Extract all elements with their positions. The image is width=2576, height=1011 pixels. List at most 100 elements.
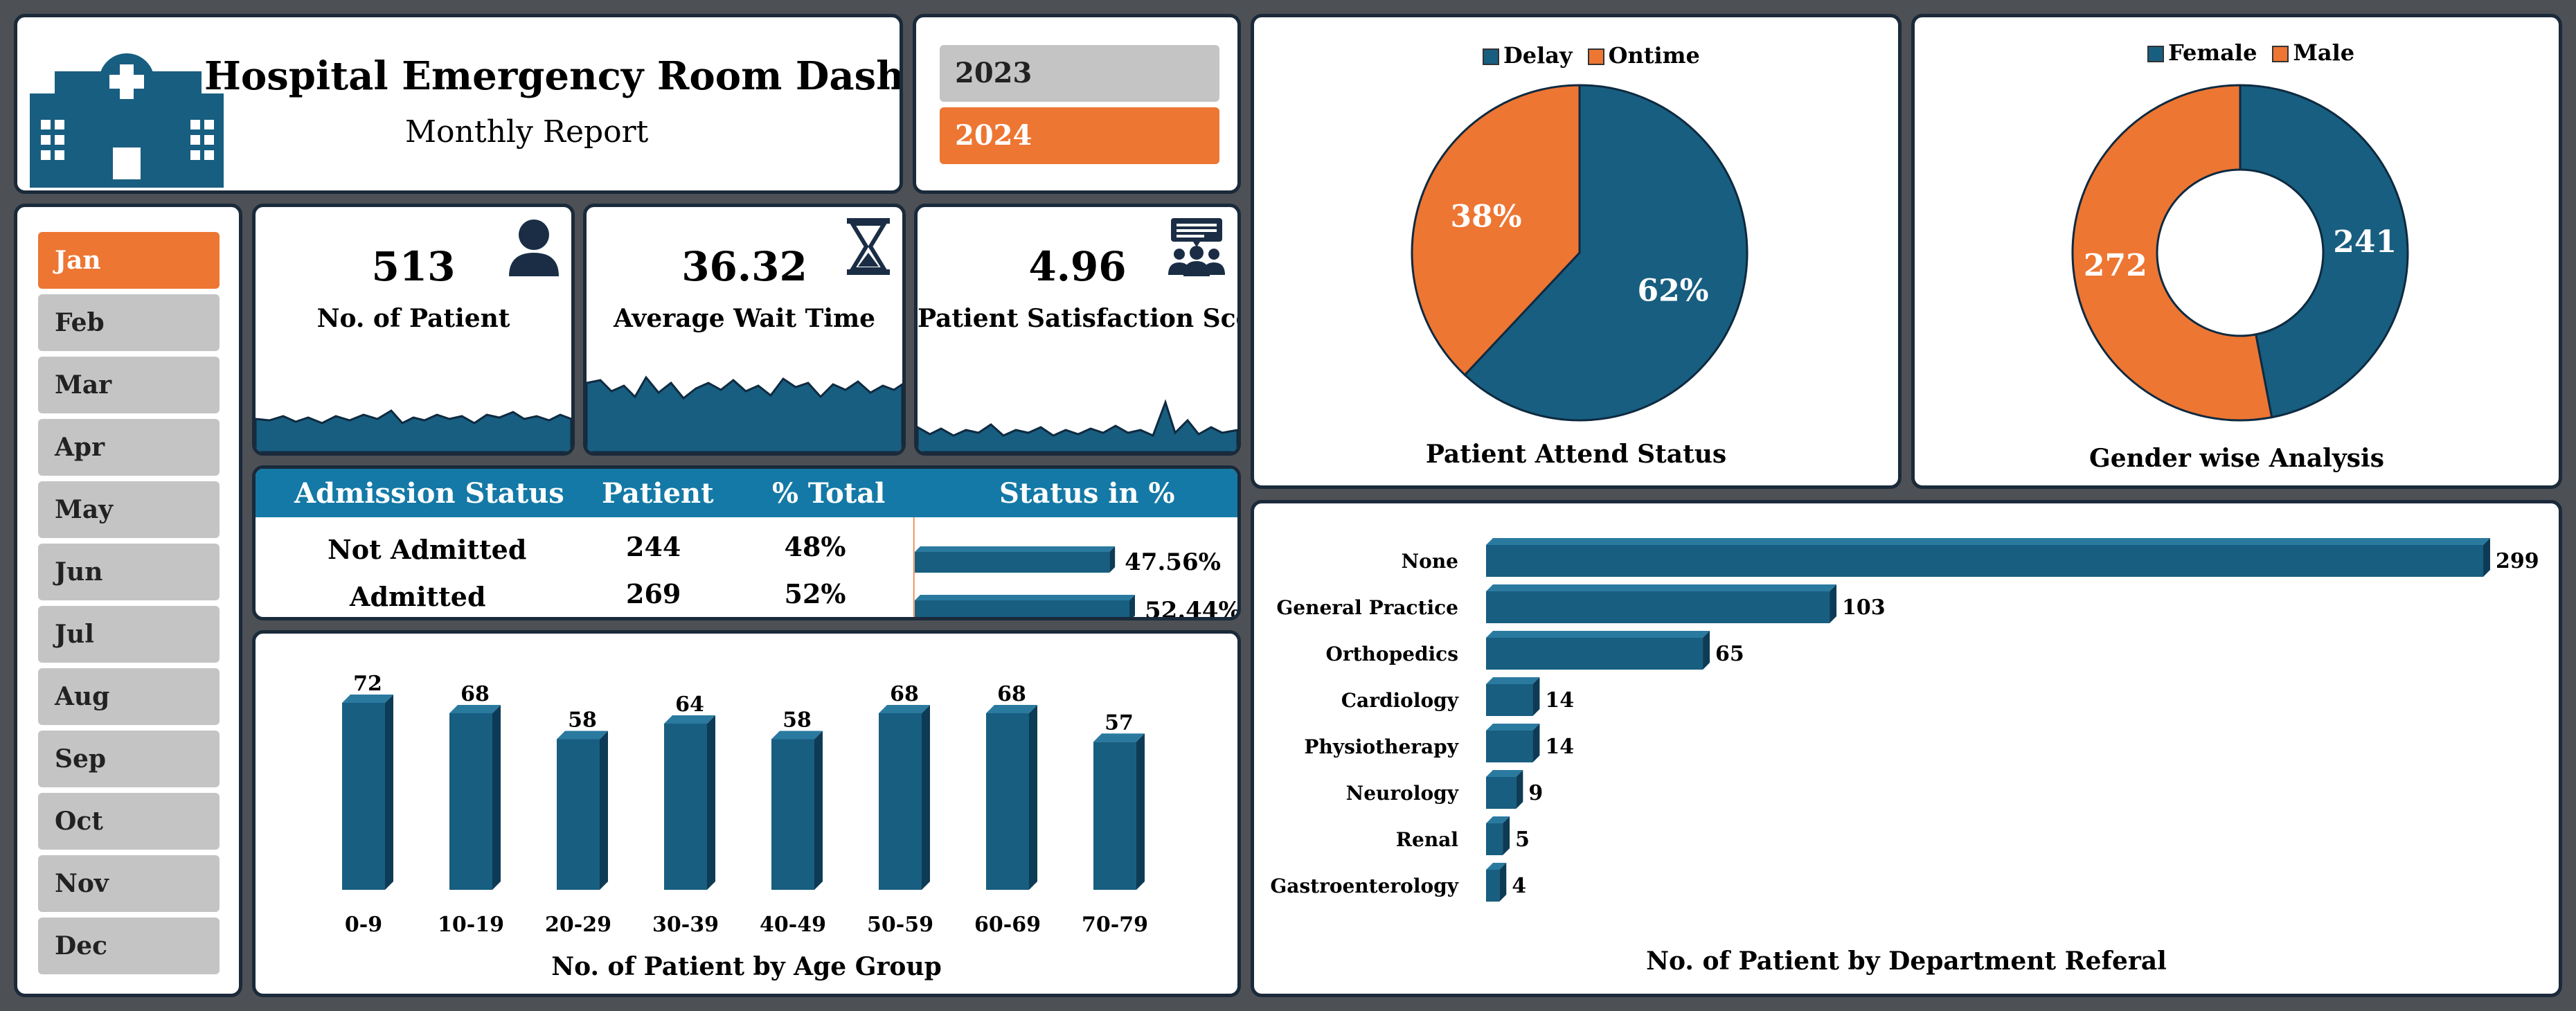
age-bar-10-19	[449, 705, 501, 890]
age-bar-value-label: 58	[782, 708, 812, 733]
gender-chart-caption: Gender wise Analysis	[2088, 444, 2384, 473]
age-bar-70-79	[1093, 733, 1145, 890]
age-category-label: 60-69	[974, 913, 1041, 937]
admission-header-patient: Patient	[602, 477, 714, 510]
kpi-card-wait-time: 36.32 Average Wait Time	[583, 204, 906, 456]
donut-slice-male	[2071, 84, 2273, 422]
age-category-label: 0-9	[345, 913, 382, 937]
age-group-bar-chart: 72 0-9 68 10-19 58 20-29 64 30-39 58 40-49 68 50-59…	[342, 672, 1148, 937]
hourglass-icon	[847, 218, 890, 275]
month-button-feb[interactable]: Feb	[38, 294, 220, 351]
dept-category-label: Physiotherapy	[1304, 735, 1458, 758]
legend-swatch-male	[2272, 46, 2289, 62]
feedback-group-icon	[1168, 218, 1225, 276]
dept-category-label: Renal	[1396, 828, 1458, 851]
dept-bar-value-label: 5	[1515, 827, 1530, 852]
month-button-sep[interactable]: Sep	[38, 731, 220, 787]
year-slicer: 2023 2024	[913, 14, 1241, 194]
dept-bar-value-label: 4	[1512, 874, 1526, 898]
age-bar-30-39	[664, 715, 715, 890]
dept-bar-value-label: 65	[1715, 642, 1744, 666]
legend-swatch-ontime	[1587, 48, 1604, 65]
pie-slice-ontime	[1411, 84, 1581, 377]
dept-category-label: None	[1402, 550, 1458, 573]
year-button-2024[interactable]: 2024	[940, 107, 1219, 164]
year-button-2023[interactable]: 2023	[940, 45, 1219, 102]
kpi-patients-label: No. of Patient	[316, 304, 510, 333]
month-button-apr[interactable]: Apr	[38, 419, 220, 476]
age-group-chart-panel: 72 0-9 68 10-19 58 20-29 64 30-39 58 40-49 68 50-59…	[252, 630, 1241, 997]
dept-category-label: Neurology	[1346, 782, 1459, 805]
status-bar-label: 47.56%	[1125, 548, 1221, 576]
dept-bar-orthopedics	[1486, 631, 1710, 670]
dept-category-label: Gastroenterology	[1270, 875, 1458, 897]
legend-swatch-delay	[1483, 48, 1499, 65]
dept-category-label: Cardiology	[1341, 689, 1459, 712]
age-bar-value-label: 68	[460, 682, 490, 706]
dept-bar-neurology	[1486, 770, 1523, 809]
dept-bar-general-practice	[1486, 584, 1837, 623]
admission-table: Admission Status Patient % Total Status …	[252, 465, 1241, 620]
month-button-jun[interactable]: Jun	[38, 544, 220, 600]
gender-legend: Female Male	[2147, 39, 2354, 66]
month-button-jan[interactable]: Jan	[38, 232, 220, 289]
admission-row-1-pct: 48%	[784, 531, 846, 562]
legend-item-male: Male	[2272, 39, 2354, 66]
dept-bar-gastroenterology	[1486, 863, 1507, 902]
dept-bar-none	[1486, 538, 2490, 577]
dashboard-subtitle: Monthly Report	[405, 114, 649, 150]
age-bar-50-59	[879, 705, 930, 890]
patients-sparkline	[256, 409, 571, 452]
admission-header-status-pct: Status in %	[999, 477, 1175, 510]
dept-bar-value-label: 103	[1842, 596, 1886, 620]
admission-row-2-status: Admitted	[350, 581, 486, 612]
status-bar-not-admitted	[915, 546, 1116, 573]
month-button-jul[interactable]: Jul	[38, 606, 220, 663]
patient-icon	[509, 220, 559, 276]
gender-donut-chart: 241 272	[2071, 84, 2409, 422]
attend-status-panel: Delay Ontime 62% 38% Patient Attend Statu…	[1251, 14, 1902, 489]
month-button-mar[interactable]: Mar	[38, 357, 220, 413]
pie-slice-delay	[1463, 84, 1748, 422]
dept-bar-value-label: 14	[1545, 735, 1574, 759]
kpi-satisfaction-label: Patient Satisfaction Score	[918, 304, 1237, 333]
month-button-dec[interactable]: Dec	[38, 918, 220, 974]
month-button-oct[interactable]: Oct	[38, 793, 220, 850]
age-bar-20-29	[557, 731, 608, 890]
dashboard-title: Hospital Emergency Room Dashboard	[204, 53, 903, 99]
donut-slice-female	[2239, 84, 2409, 419]
dept-bar-physiotherapy	[1486, 724, 1540, 762]
status-bar-admitted	[915, 595, 1135, 617]
age-category-label: 10-19	[438, 913, 504, 937]
month-slicer: Jan Feb Mar Apr May Jun Jul Aug Sep Oct …	[14, 204, 242, 997]
age-bar-60-69	[986, 705, 1037, 890]
admission-row-2-patient: 269	[626, 578, 681, 609]
age-bar-value-label: 68	[997, 682, 1026, 706]
dept-category-label: General Practice	[1276, 596, 1458, 619]
attend-chart-caption: Patient Attend Status	[1425, 440, 1727, 469]
dept-category-label: Orthopedics	[1325, 643, 1458, 665]
month-button-aug[interactable]: Aug	[38, 668, 220, 725]
age-chart-caption: No. of Patient by Age Group	[551, 952, 942, 981]
pie-slice-delay-label: 62%	[1637, 273, 1708, 308]
age-category-label: 20-29	[545, 913, 611, 937]
department-referral-bar-chart: 299 None 103 General Practice 65 Orthopedics 1…	[1270, 538, 2539, 902]
admission-row-1-status: Not Admitted	[328, 534, 527, 565]
dept-bar-renal	[1486, 816, 1510, 855]
age-bar-value-label: 72	[353, 672, 382, 696]
month-button-nov[interactable]: Nov	[38, 855, 220, 912]
admission-row-1-patient: 244	[626, 531, 681, 562]
kpi-card-satisfaction: 4.96 Patient Satisfaction Score	[914, 204, 1241, 456]
pie-slice-ontime-label: 38%	[1450, 199, 1521, 235]
attend-status-pie-chart: 62% 38%	[1411, 84, 1748, 422]
age-bar-value-label: 64	[675, 692, 704, 717]
month-button-may[interactable]: May	[38, 481, 220, 538]
age-category-label: 70-79	[1082, 913, 1148, 937]
kpi-card-patients: 513 No. of Patient	[252, 204, 575, 456]
satisfaction-sparkline	[918, 399, 1237, 452]
admission-row-2-pct: 52%	[784, 578, 846, 609]
kpi-patients-value: 513	[371, 243, 456, 290]
legend-swatch-female	[2147, 46, 2164, 62]
age-category-label: 30-39	[652, 913, 719, 937]
donut-slice-male-label: 272	[2084, 248, 2147, 283]
